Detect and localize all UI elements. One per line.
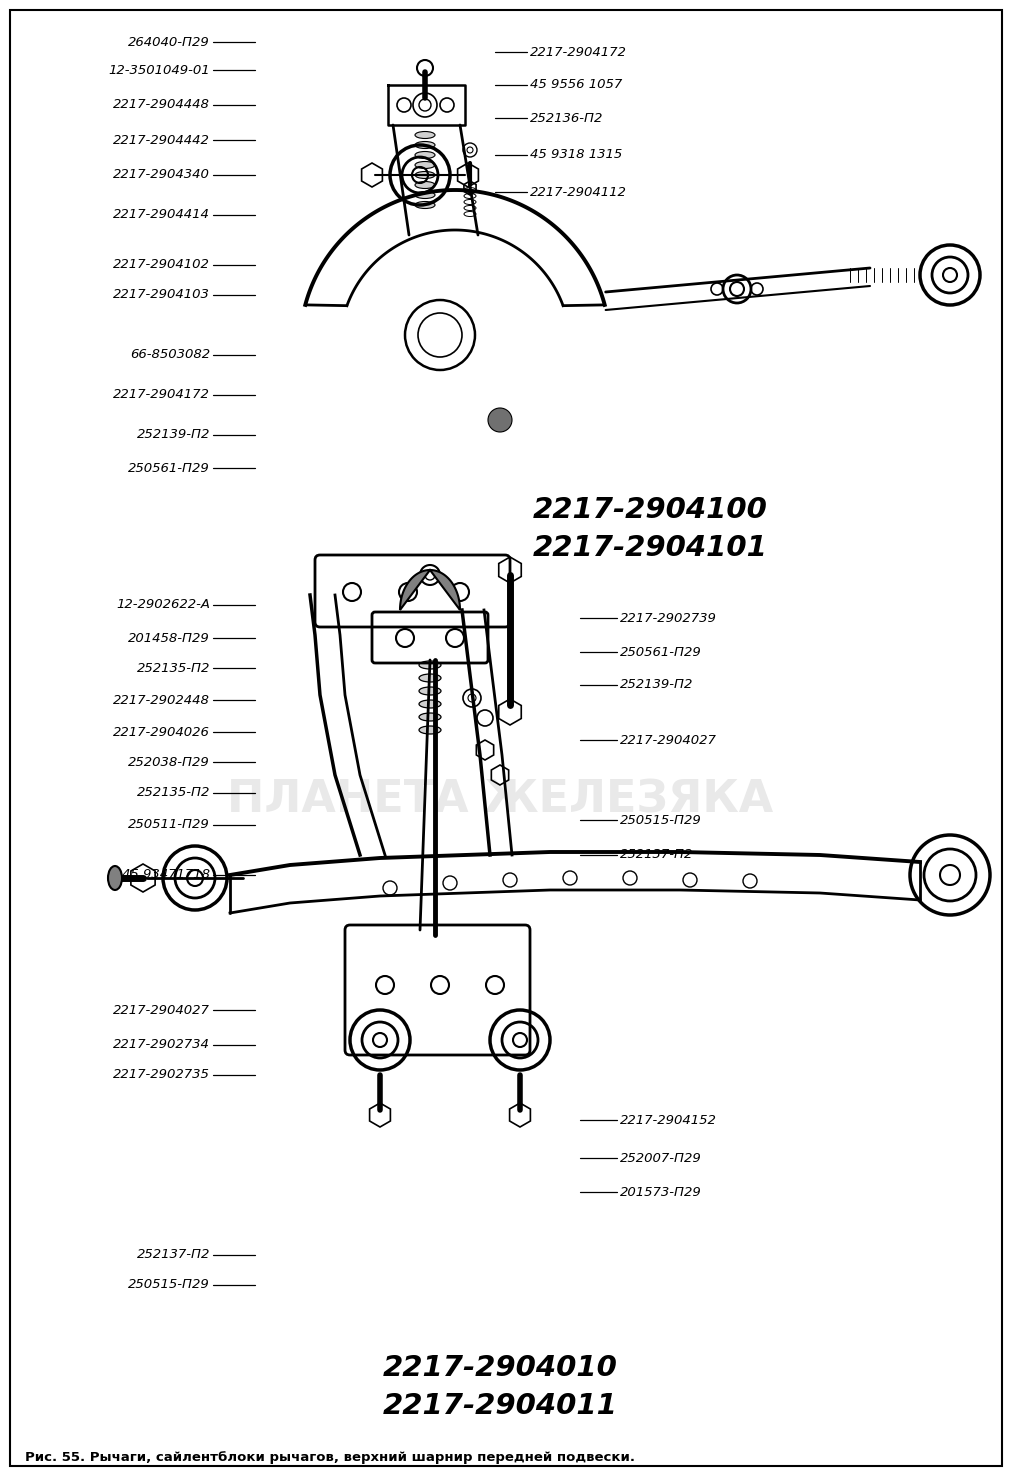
Ellipse shape [415,161,435,168]
Text: 2217-2904027: 2217-2904027 [620,734,716,747]
Text: ПЛАНЕТА ЖЕЛЕЗЯКА: ПЛАНЕТА ЖЕЛЕЗЯКА [226,778,772,822]
Ellipse shape [419,713,441,720]
Text: 2217-2904172: 2217-2904172 [530,46,626,59]
Text: 2217-2904100: 2217-2904100 [532,496,766,524]
Polygon shape [399,570,460,610]
Text: 12-2902622-А: 12-2902622-А [116,598,210,611]
Ellipse shape [419,661,441,669]
Text: 250511-П29: 250511-П29 [128,819,210,831]
Ellipse shape [415,142,435,149]
Text: 12-3501049-01: 12-3501049-01 [108,63,210,77]
Text: 45 93471718: 45 93471718 [122,868,210,881]
Text: 2217-2904340: 2217-2904340 [113,168,210,182]
Text: 2217-2904442: 2217-2904442 [113,133,210,146]
Ellipse shape [415,171,435,179]
Ellipse shape [415,152,435,158]
Text: 252139-П2: 252139-П2 [136,428,210,441]
Ellipse shape [415,192,435,198]
Ellipse shape [415,202,435,208]
Text: 2217-2904112: 2217-2904112 [530,186,626,198]
Text: 2217-2904172: 2217-2904172 [113,388,210,401]
Ellipse shape [419,726,441,734]
Text: 201458-П29: 201458-П29 [128,632,210,645]
Text: 2217-2902734: 2217-2902734 [113,1039,210,1051]
Circle shape [487,407,512,432]
Ellipse shape [108,866,122,890]
Text: 2217-2902448: 2217-2902448 [113,694,210,707]
Text: 252038-П29: 252038-П29 [128,756,210,769]
Text: 2217-2904414: 2217-2904414 [113,208,210,221]
Text: 250515-П29: 250515-П29 [620,813,701,827]
Text: 252135-П2: 252135-П2 [136,787,210,800]
Text: 2217-2904448: 2217-2904448 [113,99,210,112]
Text: 2217-2902739: 2217-2902739 [620,611,716,624]
Text: 252135-П2: 252135-П2 [136,661,210,675]
Text: 66-8503082: 66-8503082 [129,348,210,362]
Text: 2217-2904103: 2217-2904103 [113,288,210,301]
Ellipse shape [419,700,441,708]
Text: 2217-2904011: 2217-2904011 [382,1392,617,1420]
Text: 252137-П2: 252137-П2 [620,849,693,862]
Text: 264040-П29: 264040-П29 [128,35,210,49]
Text: 252137-П2: 252137-П2 [136,1249,210,1262]
Ellipse shape [419,675,441,682]
Text: 2217-2904027: 2217-2904027 [113,1004,210,1017]
Text: 250515-П29: 250515-П29 [128,1278,210,1292]
Text: 2217-2904026: 2217-2904026 [113,726,210,738]
Text: 252007-П29: 252007-П29 [620,1151,701,1165]
Text: Рис. 55. Рычаги, сайлентблоки рычагов, верхний шарнир передней подвески.: Рис. 55. Рычаги, сайлентблоки рычагов, в… [25,1451,634,1464]
Ellipse shape [415,131,435,139]
Text: 2217-2904010: 2217-2904010 [382,1353,617,1382]
Text: 252139-П2: 252139-П2 [620,679,693,691]
Text: 2217-2904152: 2217-2904152 [620,1113,716,1126]
Ellipse shape [419,686,441,695]
Text: 201573-П29: 201573-П29 [620,1185,701,1199]
Text: 250561-П29: 250561-П29 [620,645,701,658]
Text: 2217-2904102: 2217-2904102 [113,258,210,272]
Text: 45 9318 1315: 45 9318 1315 [530,149,622,161]
Text: 250561-П29: 250561-П29 [128,462,210,474]
Text: 252136-П2: 252136-П2 [530,112,603,124]
Text: 45 9556 1057: 45 9556 1057 [530,78,622,92]
Ellipse shape [415,182,435,189]
Text: 2217-2904101: 2217-2904101 [532,534,766,562]
Text: 2217-2902735: 2217-2902735 [113,1069,210,1082]
